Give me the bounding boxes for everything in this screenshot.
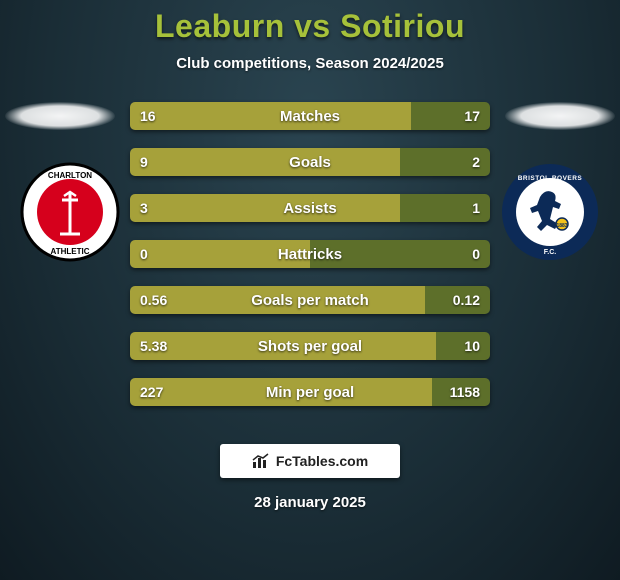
- comparison-arena: CHARLTON ATHLETIC 1883 BRISTOL ROVERS F.…: [0, 102, 620, 432]
- stat-row: 1617Matches: [130, 102, 490, 130]
- stat-row: 31Assists: [130, 194, 490, 222]
- svg-text:CHARLTON: CHARLTON: [48, 171, 92, 180]
- branding-text: FcTables.com: [276, 453, 368, 469]
- page-title: Leaburn vs Sotiriou: [0, 8, 620, 45]
- stat-bar-left: [130, 286, 425, 314]
- stat-bar-right: [436, 332, 490, 360]
- club-crest-left: CHARLTON ATHLETIC: [20, 162, 120, 262]
- player-shadow-left: [5, 102, 115, 130]
- svg-text:F.C.: F.C.: [544, 249, 557, 256]
- player-shadow-right: [505, 102, 615, 130]
- stat-bar-right: [425, 286, 490, 314]
- stat-bar-left: [130, 240, 310, 268]
- svg-text:1883: 1883: [556, 223, 567, 229]
- stat-bar-right: [310, 240, 490, 268]
- stat-bar-left: [130, 194, 400, 222]
- subtitle: Club competitions, Season 2024/2025: [0, 55, 620, 72]
- stat-bar-left: [130, 102, 411, 130]
- svg-text:BRISTOL ROVERS: BRISTOL ROVERS: [518, 175, 583, 182]
- date-label: 28 january 2025: [0, 494, 620, 511]
- stat-bar-left: [130, 378, 432, 406]
- stat-row: 00Hattricks: [130, 240, 490, 268]
- stat-row: 0.560.12Goals per match: [130, 286, 490, 314]
- stat-row: 2271158Min per goal: [130, 378, 490, 406]
- stat-row: 92Goals: [130, 148, 490, 176]
- stat-bar-right: [411, 102, 490, 130]
- svg-text:ATHLETIC: ATHLETIC: [51, 247, 90, 256]
- stat-bar-right: [432, 378, 490, 406]
- stat-bars: 1617Matches 92Goals 31Assists 00Hattricks 0.…: [130, 102, 490, 424]
- branding-chart-icon: [252, 453, 270, 469]
- stat-row: 5.3810Shots per goal: [130, 332, 490, 360]
- stat-bar-right: [400, 194, 490, 222]
- stat-bar-right: [400, 148, 490, 176]
- stat-bar-left: [130, 332, 436, 360]
- club-crest-right: 1883 BRISTOL ROVERS F.C.: [500, 162, 600, 262]
- stat-bar-left: [130, 148, 400, 176]
- branding-badge: FcTables.com: [220, 444, 400, 478]
